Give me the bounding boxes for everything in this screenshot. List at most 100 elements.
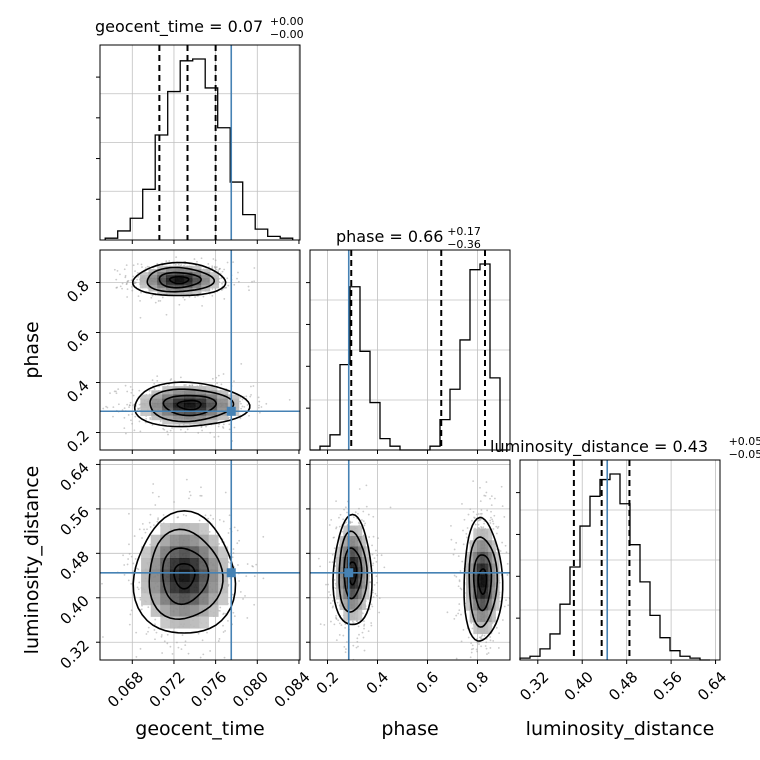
sample-point	[124, 274, 127, 277]
sample-point	[331, 599, 334, 602]
sample-point	[227, 284, 230, 287]
density-cell	[189, 558, 200, 571]
sample-point	[365, 608, 368, 610]
sample-point	[205, 425, 207, 428]
sample-point	[471, 519, 473, 522]
sample-point	[248, 414, 250, 417]
sample-point	[121, 287, 123, 290]
histogram-step-phase	[310, 263, 510, 451]
sample-point	[115, 392, 118, 395]
sample-point	[489, 639, 492, 642]
density-cell	[216, 415, 229, 421]
x-tick-label-phase: 0.4	[363, 668, 393, 698]
sample-point	[503, 605, 506, 608]
sample-point	[232, 548, 235, 550]
density-cell	[343, 525, 348, 537]
sample-point	[336, 601, 339, 604]
sample-point	[139, 299, 141, 302]
density-cell	[365, 546, 370, 558]
sample-point	[151, 294, 154, 297]
sample-point	[372, 562, 375, 565]
sample-point	[389, 506, 392, 509]
sample-point	[335, 500, 337, 502]
x-axis-label-phase: phase	[381, 718, 438, 740]
contour-line	[148, 528, 224, 621]
sample-point	[128, 512, 130, 515]
sample-point	[228, 423, 231, 426]
density-cell	[469, 610, 474, 623]
x-tick-label-luminosity_distance: 0.40	[561, 668, 597, 704]
sample-point	[501, 541, 504, 544]
sample-point	[177, 263, 180, 266]
sample-point	[224, 630, 227, 632]
sample-point	[345, 641, 348, 643]
density-cell	[162, 394, 174, 400]
sample-point	[129, 385, 132, 388]
density-cell	[476, 598, 482, 611]
density-cell	[350, 599, 355, 611]
sample-point	[319, 565, 322, 568]
sample-point	[493, 514, 496, 517]
sample-point	[147, 630, 149, 633]
density-cell	[151, 407, 163, 412]
density-cell	[192, 272, 202, 276]
scatter-panel-geocent_time_luminosity_distance	[100, 460, 300, 665]
sample-point	[152, 483, 155, 485]
x-tick-label-geocent_time: 0.084	[271, 668, 314, 711]
sample-point	[368, 536, 371, 538]
sample-point	[236, 529, 239, 532]
density-cell	[335, 557, 341, 569]
sample-point	[258, 400, 261, 403]
sample-point	[151, 663, 153, 665]
sample-point	[222, 281, 225, 283]
sample-point	[183, 384, 186, 386]
sample-point	[131, 422, 134, 425]
density-cell	[195, 407, 207, 412]
sample-point	[501, 619, 504, 621]
y-axis-label-phase: phase	[21, 321, 43, 378]
density-cell	[148, 272, 158, 276]
sample-point	[145, 417, 148, 420]
density-cell	[205, 386, 218, 391]
sample-point	[471, 627, 474, 630]
density-cell	[173, 398, 185, 404]
sample-point	[351, 620, 354, 623]
density-cell	[476, 563, 482, 576]
x-axis-label-geocent_time: geocent_time	[135, 718, 264, 740]
density-cell	[162, 398, 174, 404]
sample-point	[485, 647, 488, 650]
sample-point	[123, 573, 126, 576]
sample-point	[137, 295, 140, 297]
sample-point	[200, 257, 203, 260]
sample-point	[255, 563, 258, 566]
sample-point	[486, 509, 489, 512]
density-cell	[160, 546, 171, 559]
sample-point	[327, 596, 329, 599]
sample-point	[337, 619, 340, 622]
sample-point	[251, 565, 254, 567]
sample-point	[207, 263, 210, 265]
density-cell	[157, 291, 167, 295]
density-cell	[480, 610, 485, 623]
density-cell	[339, 588, 344, 600]
sample-point	[198, 519, 201, 522]
sample-point	[201, 304, 203, 307]
sample-point	[218, 268, 221, 271]
density-cell	[166, 281, 176, 286]
sample-point	[135, 656, 138, 658]
density-cell	[469, 551, 474, 565]
sample-point	[227, 619, 229, 622]
density-cell	[343, 609, 348, 621]
sample-point	[149, 526, 152, 528]
density-cell	[169, 534, 181, 547]
sample-point	[197, 431, 200, 434]
density-cell	[495, 598, 500, 611]
sample-point	[250, 385, 252, 388]
sample-point	[492, 528, 495, 530]
sample-point	[184, 644, 187, 646]
density-cell	[192, 278, 202, 283]
sample-point	[479, 500, 482, 503]
density-cell	[140, 398, 152, 404]
sample-point	[342, 634, 345, 637]
sample-point	[330, 620, 332, 623]
